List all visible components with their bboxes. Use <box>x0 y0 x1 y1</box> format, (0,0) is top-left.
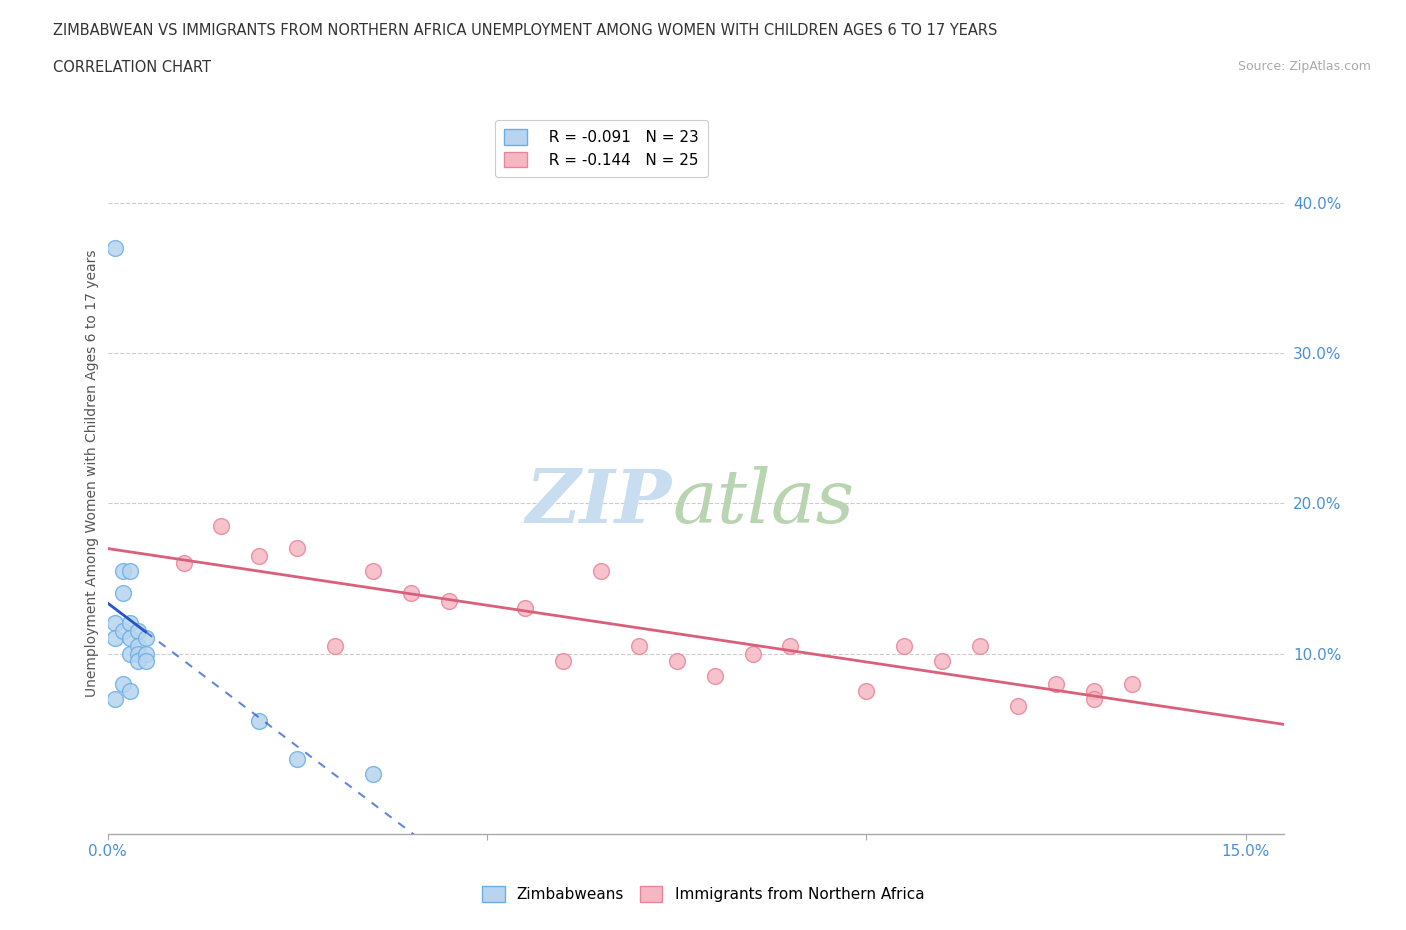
Point <box>1083 691 1105 706</box>
Point <box>104 241 127 256</box>
Text: ZIMBABWEAN VS IMMIGRANTS FROM NORTHERN AFRICA UNEMPLOYMENT AMONG WOMEN WITH CHIL: ZIMBABWEAN VS IMMIGRANTS FROM NORTHERN A… <box>53 23 998 38</box>
Point <box>247 549 270 564</box>
Point <box>127 623 149 638</box>
Point <box>104 616 127 631</box>
Point <box>437 593 460 608</box>
Point <box>104 691 127 706</box>
Point <box>931 654 953 669</box>
Point <box>127 654 149 669</box>
Point <box>361 766 384 781</box>
Point <box>1007 698 1029 713</box>
Point <box>779 639 801 654</box>
Point <box>361 564 384 578</box>
Point <box>104 631 127 646</box>
Point <box>135 631 157 646</box>
Point <box>173 556 195 571</box>
Point <box>247 713 270 728</box>
Point <box>627 639 650 654</box>
Point <box>893 639 915 654</box>
Point <box>551 654 574 669</box>
Point <box>589 564 612 578</box>
Point <box>127 639 149 654</box>
Legend: Zimbabweans, Immigrants from Northern Africa: Zimbabweans, Immigrants from Northern Af… <box>475 880 931 909</box>
Point <box>285 541 308 556</box>
Point <box>285 751 308 766</box>
Point <box>135 646 157 661</box>
Text: ZIP: ZIP <box>526 466 672 538</box>
Point <box>855 684 877 698</box>
Text: atlas: atlas <box>672 466 855 538</box>
Point <box>111 586 134 601</box>
Point <box>120 631 142 646</box>
Point <box>741 646 763 661</box>
Point <box>120 646 142 661</box>
Point <box>969 639 991 654</box>
Text: Source: ZipAtlas.com: Source: ZipAtlas.com <box>1237 60 1371 73</box>
Point <box>1083 684 1105 698</box>
Y-axis label: Unemployment Among Women with Children Ages 6 to 17 years: Unemployment Among Women with Children A… <box>86 249 100 697</box>
Point <box>111 676 134 691</box>
Point <box>1045 676 1067 691</box>
Legend:   R = -0.091   N = 23,   R = -0.144   N = 25: R = -0.091 N = 23, R = -0.144 N = 25 <box>495 120 709 177</box>
Point <box>513 601 536 616</box>
Point <box>1121 676 1143 691</box>
Point <box>399 586 422 601</box>
Point <box>120 684 142 698</box>
Point <box>127 646 149 661</box>
Point <box>111 564 134 578</box>
Point <box>665 654 688 669</box>
Point <box>120 616 142 631</box>
Point <box>323 639 346 654</box>
Point <box>120 564 142 578</box>
Point <box>111 623 134 638</box>
Text: CORRELATION CHART: CORRELATION CHART <box>53 60 211 75</box>
Point <box>135 654 157 669</box>
Point <box>209 518 232 533</box>
Point <box>703 669 725 684</box>
